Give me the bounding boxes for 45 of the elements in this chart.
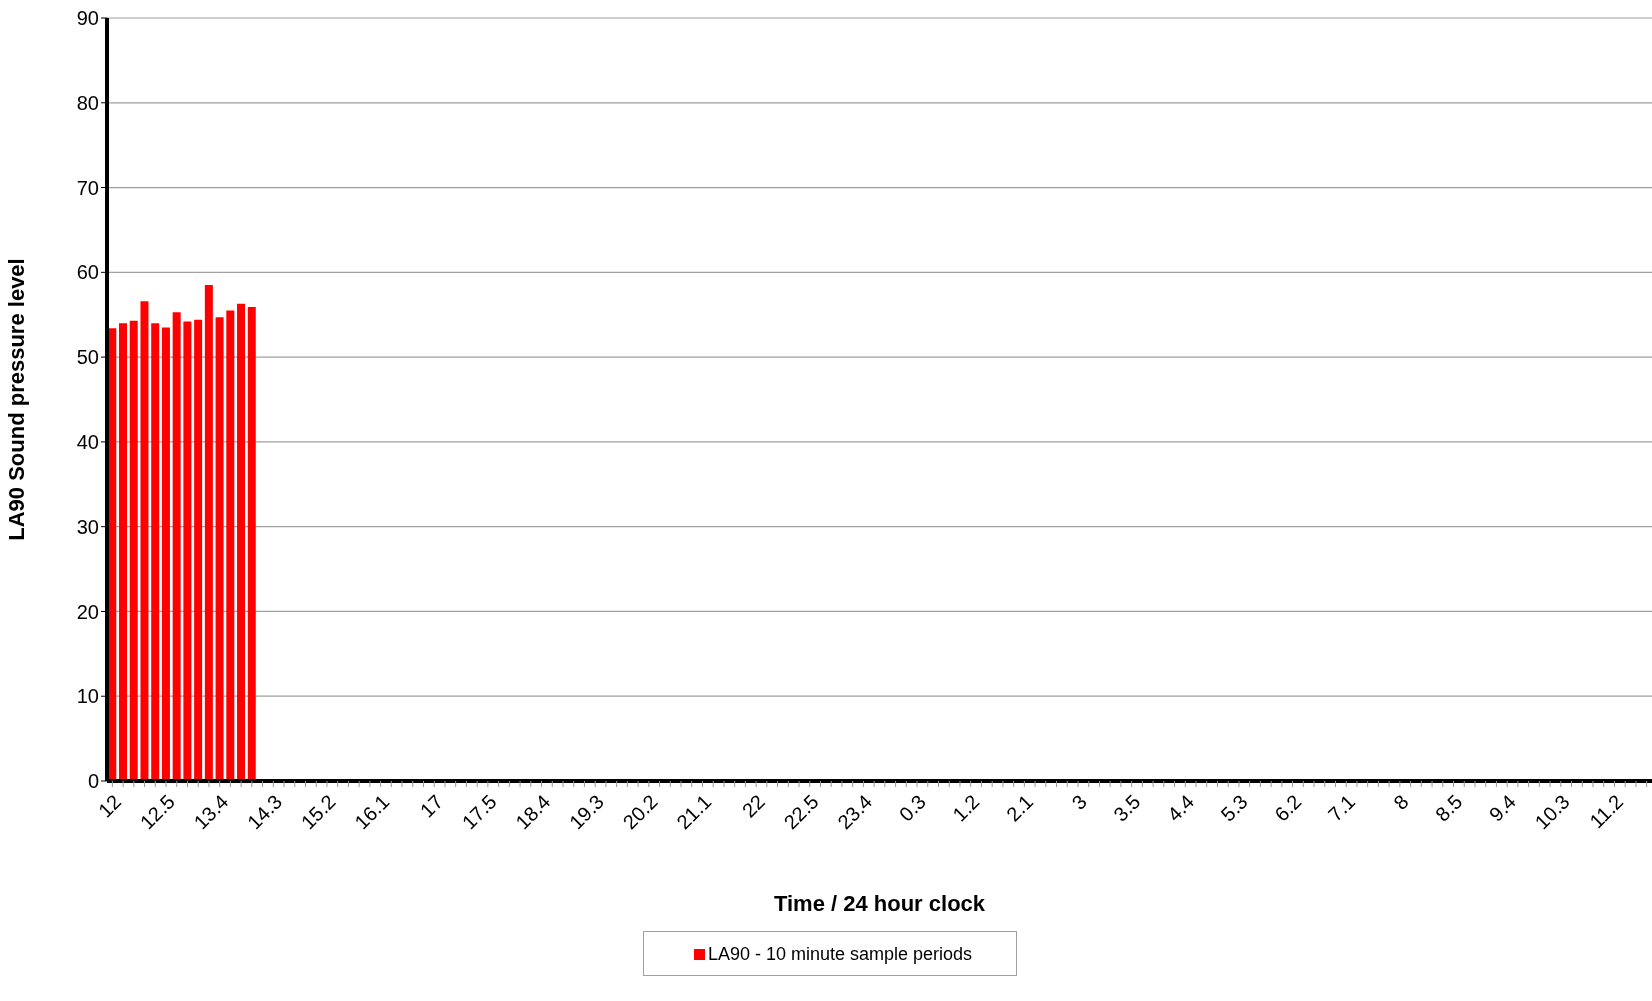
x-axis-title: Time / 24 hour clock [773,891,986,916]
x-tick-label: 8.5 [1431,790,1467,826]
bar [172,312,181,781]
y-tick-label: 70 [76,176,99,199]
x-tick-label: 3 [1067,790,1091,814]
x-tick-label: 17 [415,790,448,822]
x-tick-label: 2.1 [1001,790,1038,826]
x-tick-label: 4.4 [1162,790,1199,826]
bar [204,285,213,781]
bar [215,317,224,781]
bar [161,327,170,781]
y-tick-label: 10 [76,685,99,708]
bar [194,319,203,781]
legend-label: LA90 - 10 minute sample periods [707,944,973,965]
y-tick-label: 90 [76,7,99,30]
bar [183,321,192,781]
x-tick-label: 7.1 [1323,790,1360,826]
x-tick-label: 5.3 [1216,790,1252,826]
bar [237,303,246,781]
y-tick-label: 40 [76,430,99,453]
x-tick-label: 3.5 [1109,790,1145,826]
bar [226,310,235,781]
bar [140,301,149,781]
y-tick-label: 80 [76,91,99,114]
x-tick-label: 9.4 [1484,790,1521,826]
bar [119,323,128,781]
x-tick-label: 1.2 [948,790,984,826]
x-tick-label: 6.2 [1270,790,1306,826]
x-tick-label: 11.2 [1585,790,1628,833]
bar [151,323,160,781]
y-axis-title: LA90 Sound pressure level [3,258,29,541]
x-tick-label: 21.1 [672,790,716,834]
y-tick-label: 30 [76,515,99,538]
bar [129,320,138,781]
y-tick-label: 50 [76,346,99,369]
x-tick-label: 0.3 [894,790,930,826]
x-tick-label: 16.1 [350,790,394,834]
y-tick-label: 20 [76,600,99,623]
x-tick-label: 8 [1389,790,1413,814]
x-tick-label: 12 [93,790,126,822]
x-tick-label: 18.4 [511,790,555,834]
x-tick-label: 22 [737,790,769,822]
bar [247,307,256,781]
y-tick-label: 60 [76,261,99,284]
y-tick-label: 0 [87,770,99,793]
